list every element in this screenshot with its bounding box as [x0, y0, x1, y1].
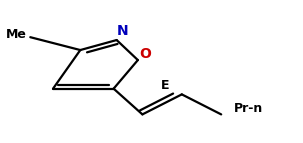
Text: O: O	[139, 47, 151, 61]
Text: N: N	[117, 24, 128, 38]
Text: Pr-n: Pr-n	[234, 102, 263, 115]
Text: Me: Me	[6, 28, 27, 41]
Text: E: E	[161, 79, 169, 92]
